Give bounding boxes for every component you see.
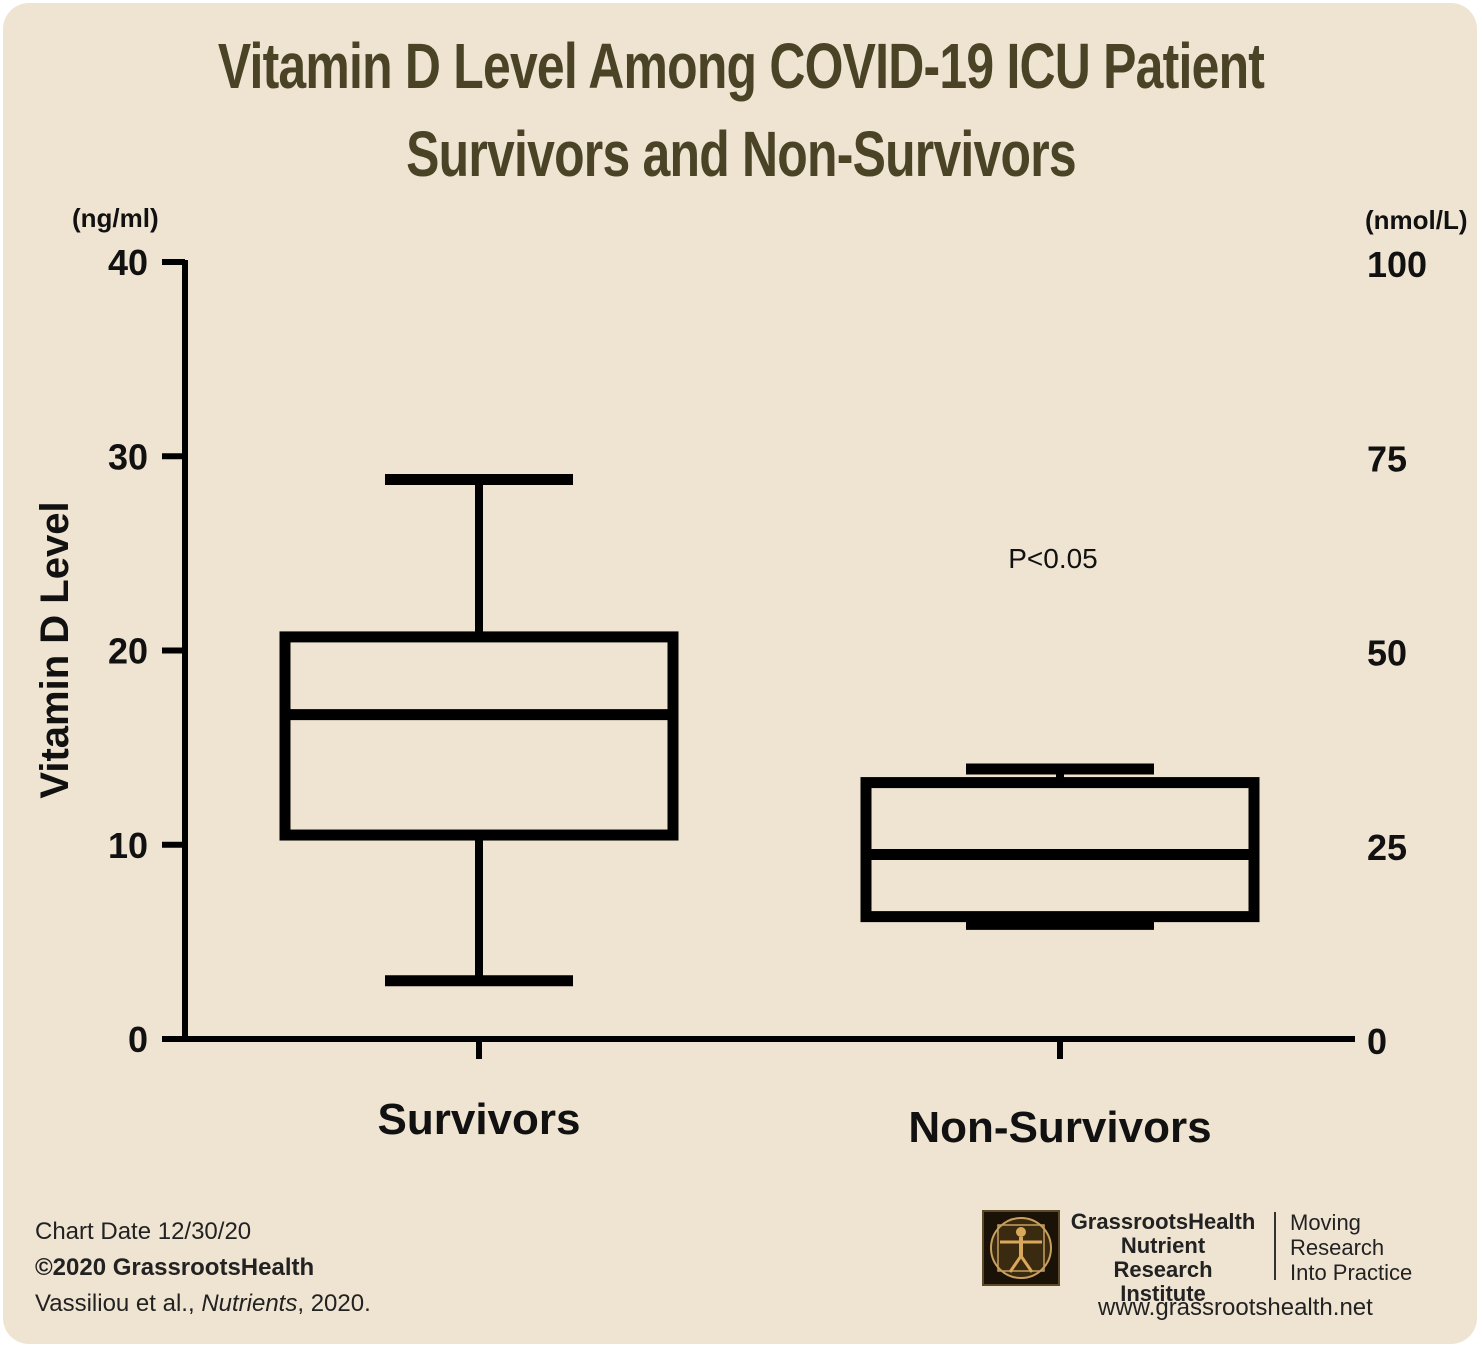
y-tick-label-left: 0	[128, 1019, 148, 1060]
citation-journal: Nutrients	[201, 1290, 298, 1317]
axes: 0 0 10 25 20 50 30 75 40 100 Survivors Non-Survivor…	[108, 242, 1427, 1152]
org-name-line-1: GrassrootsHealth	[1070, 1209, 1256, 1234]
tagline-line-1: Moving	[1290, 1210, 1361, 1235]
right-unit-label: (nmol/L)	[1365, 205, 1468, 235]
y-tick-label-left: 20	[108, 631, 148, 672]
y-tick-label-right: 100	[1367, 244, 1427, 285]
tagline-line-2: Research	[1290, 1235, 1385, 1260]
chart-title-line-1: Vitamin D Level Among COVID-19 ICU Patie…	[217, 30, 1265, 102]
y-tick-label-left: 10	[108, 825, 148, 866]
p-value-annotation: P<0.05	[1008, 543, 1098, 574]
org-name-line-3: Research Institute	[1113, 1257, 1213, 1306]
axis-labels: (ng/ml) (nmol/L) Vitamin D Level P<0.05	[33, 203, 1468, 799]
copyright: ©2020 GrassrootsHealth	[35, 1254, 315, 1281]
citation-authors: Vassiliou et al.,	[35, 1290, 202, 1317]
citation: Vassiliou et al., Nutrients, 2020.	[35, 1286, 371, 1322]
org-name-line-2: Nutrient	[1120, 1233, 1206, 1258]
iqr-box	[279, 631, 679, 841]
y-tick-label-left: 40	[108, 242, 148, 283]
y-tick-label-right: 75	[1367, 438, 1407, 479]
chart-title: Vitamin D Level Among COVID-19 ICU Patie…	[163, 22, 1319, 198]
y-tick-label-right: 50	[1367, 633, 1407, 674]
website-link[interactable]: www.grassrootshealth.net	[1098, 1294, 1373, 1321]
y-tick-label-right: 25	[1367, 827, 1407, 868]
vitruvian-man-icon	[982, 1210, 1060, 1286]
x-tick-label: Survivors	[378, 1095, 581, 1144]
org-name: GrassrootsHealth Nutrient Research Insti…	[1068, 1210, 1258, 1306]
box-non-survivors	[860, 763, 1260, 930]
chart-title-line-2: Survivors and Non-Survivors	[406, 118, 1076, 190]
box-series	[279, 474, 1260, 987]
org-logo: GrassrootsHealth Nutrient Research Insti…	[982, 1208, 1442, 1338]
citation-year: , 2020.	[297, 1290, 371, 1317]
box-plot: 0 0 10 25 20 50 30 75 40 100 Survivors Non-Survivor…	[33, 203, 1468, 1152]
y-axis-label: Vitamin D Level	[33, 501, 77, 798]
left-unit-label: (ng/ml)	[72, 203, 159, 233]
box-survivors	[279, 474, 679, 987]
chart-card	[3, 3, 1477, 1344]
y-tick-label-left: 30	[108, 436, 148, 477]
tagline-line-3: Into Practice	[1290, 1260, 1413, 1285]
logo-divider	[1274, 1212, 1276, 1280]
chart-date: Chart Date 12/30/20	[35, 1218, 252, 1245]
y-tick-label-right: 0	[1367, 1021, 1387, 1062]
footer-credits: Chart Date 12/30/20 ©2020 GrassrootsHeal…	[35, 1214, 371, 1322]
x-tick-label: Non-Survivors	[908, 1103, 1211, 1152]
tagline: Moving Research Into Practice	[1290, 1210, 1412, 1285]
